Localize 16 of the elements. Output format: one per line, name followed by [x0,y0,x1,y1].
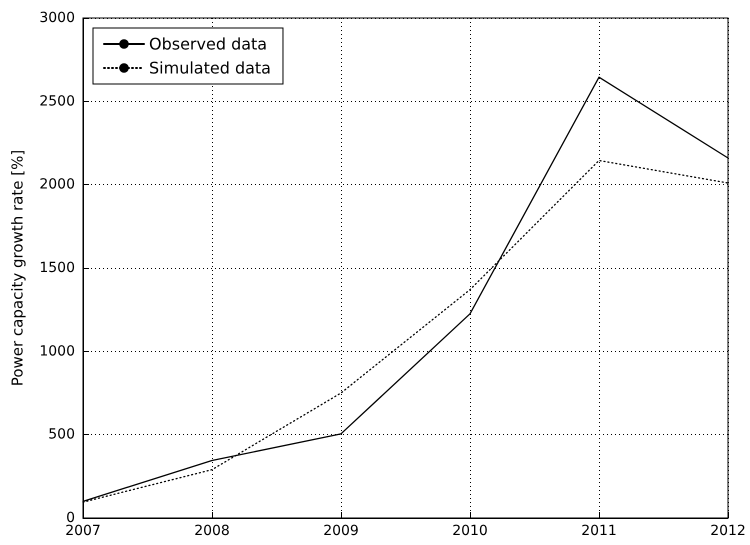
y-tick-label: 500 [48,426,75,443]
y-tick-label: 2000 [39,176,75,193]
legend-label: Simulated data [149,58,271,78]
x-tick-label: 2009 [323,523,359,539]
legend-label: Observed data [149,34,268,54]
y-tick-label: 2500 [39,93,75,110]
x-tick-label: 2008 [194,523,230,539]
y-tick-label: 0 [66,510,75,526]
x-tick-label: 2011 [581,523,617,539]
y-tick-label: 3000 [39,10,75,26]
x-tick-label: 2010 [452,523,488,539]
x-tick-label: 2007 [65,523,101,539]
x-tick-label: 2012 [710,523,746,539]
y-tick-label: 1000 [39,343,75,360]
y-axis-title: Power capacity growth rate [%] [8,150,26,386]
y-tick-label: 1500 [39,260,75,276]
